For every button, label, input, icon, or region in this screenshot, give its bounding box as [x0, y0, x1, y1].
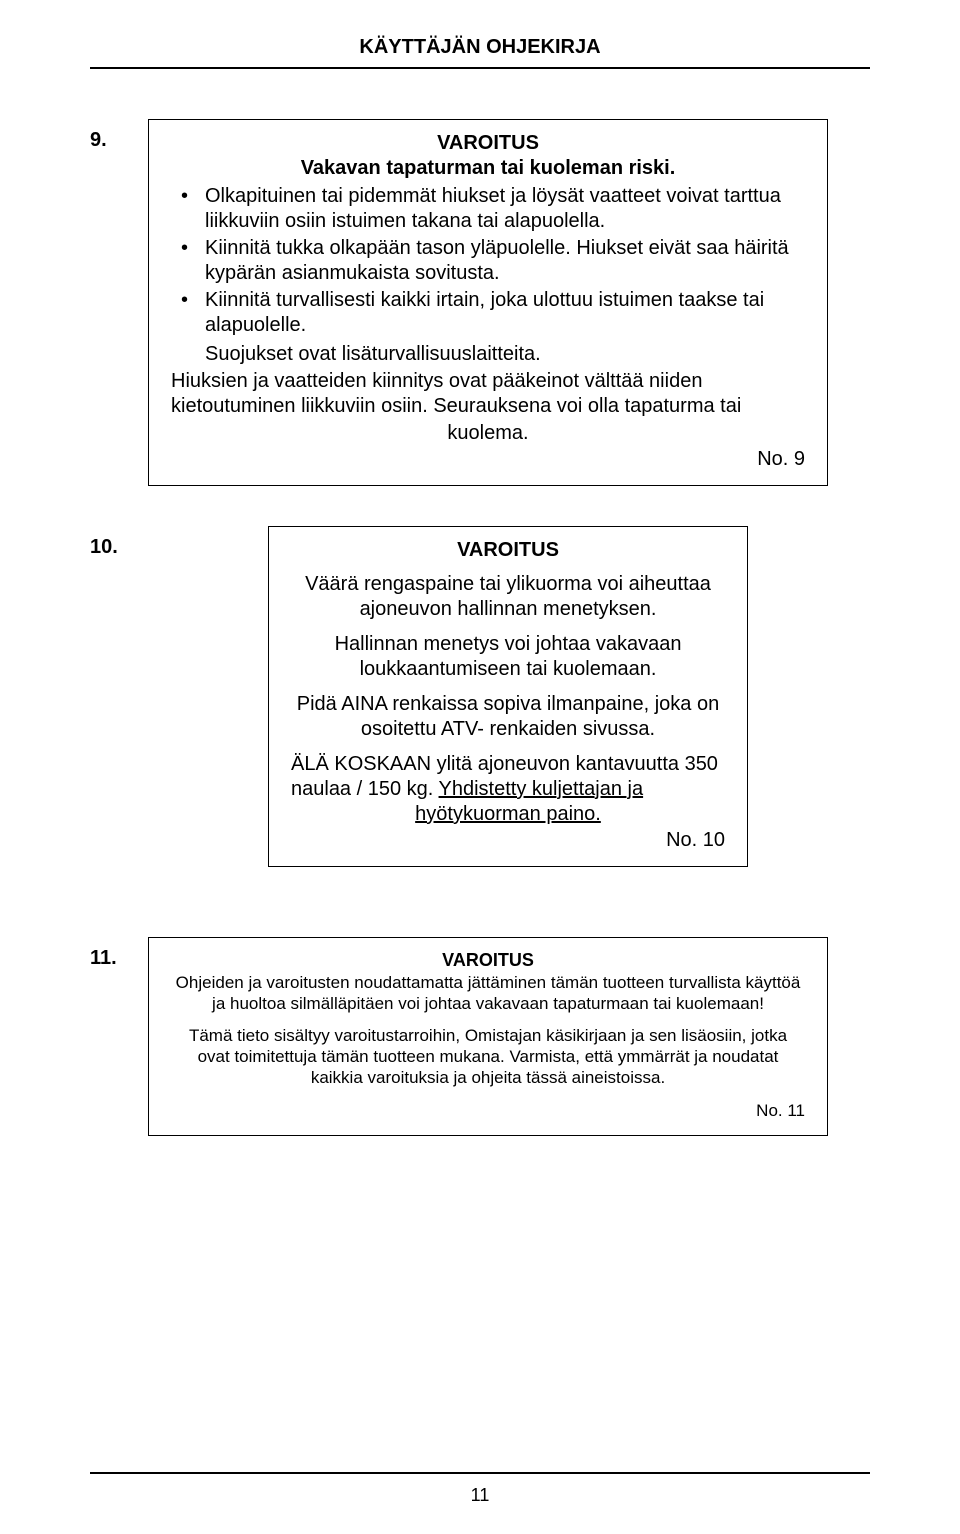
warning-title: VAROITUS: [171, 132, 805, 155]
warning-text: Hiuksien ja vaatteiden kiinnitys ovat pä…: [171, 369, 805, 419]
header-divider: [90, 67, 870, 69]
warning-text: Pidä AINA renkaissa sopiva ilmanpaine, j…: [291, 692, 725, 742]
warning-text: Ohjeiden ja varoitusten noudattamatta jä…: [171, 973, 805, 1014]
warning-text: Hallinnan menetys voi johtaa vakavaan lo…: [291, 632, 725, 682]
warning-tag: No. 11: [171, 1101, 805, 1121]
bullet-item: Kiinnitä turvallisesti kaikki irtain, jo…: [171, 288, 805, 338]
warning-text: kuolema.: [171, 421, 805, 446]
warning-box-11: VAROITUS Ohjeiden ja varoitusten noudatt…: [148, 937, 828, 1136]
warning-tag: No. 9: [171, 448, 805, 471]
warning-tag: No. 10: [291, 829, 725, 852]
warning-subtitle: Vakavan tapaturman tai kuoleman riski.: [171, 157, 805, 180]
section-number-10: 10.: [90, 526, 148, 559]
bullet-item: Kiinnitä tukka olkapään tason yläpuolell…: [171, 236, 805, 286]
warning-text-underline: hyötykuorman paino.: [415, 803, 601, 825]
page-number: 11: [0, 1485, 960, 1506]
page-header-title: KÄYTTÄJÄN OHJEKIRJA: [90, 36, 870, 67]
warning-text: Väärä rengaspaine tai ylikuorma voi aihe…: [291, 572, 725, 622]
warning-text: hyötykuorman paino.: [291, 802, 725, 827]
warning-section-11: 11. VAROITUS Ohjeiden ja varoitusten nou…: [90, 937, 870, 1136]
section-number-11: 11.: [90, 937, 148, 970]
warning-section-9: 9. VAROITUS Vakavan tapaturman tai kuole…: [90, 119, 870, 486]
warning-section-10: 10. VAROITUS Väärä rengaspaine tai yliku…: [90, 526, 870, 867]
warning-text: Tämä tieto sisältyy varoitustarroihin, O…: [171, 1026, 805, 1088]
warning-box-9: VAROITUS Vakavan tapaturman tai kuoleman…: [148, 119, 828, 486]
bullet-item: Olkapituinen tai pidemmät hiukset ja löy…: [171, 184, 805, 234]
section-number-9: 9.: [90, 119, 148, 152]
footer-divider: [90, 1472, 870, 1474]
warning-bullets: Olkapituinen tai pidemmät hiukset ja löy…: [171, 184, 805, 338]
warning-text-underline: Yhdistetty kuljettajan ja: [439, 778, 644, 800]
warning-text: Suojukset ovat lisäturvallisuuslaitteita…: [171, 342, 805, 367]
warning-box-10: VAROITUS Väärä rengaspaine tai ylikuorma…: [268, 526, 748, 867]
warning-title: VAROITUS: [171, 950, 805, 971]
warning-title: VAROITUS: [291, 539, 725, 562]
warning-text: ÄLÄ KOSKAAN ylitä ajoneuvon kantavuutta …: [291, 752, 725, 802]
